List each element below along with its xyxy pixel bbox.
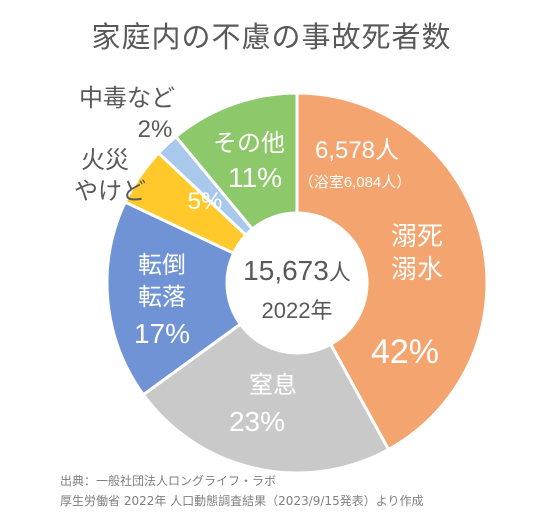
slice-1-label-2: （浴室6,084人） <box>299 174 412 191</box>
slice-3-label-3: 17% <box>134 318 190 349</box>
center-total-label: 15,673人 <box>243 255 351 286</box>
center-year-label: 2022年 <box>262 298 333 323</box>
slice-2-label-1: 窒息 <box>249 372 297 399</box>
slice-6-label-2: 11% <box>228 162 282 193</box>
slice-6-label-1: その他 <box>213 130 285 157</box>
slice-5-outside-label-1: 中毒など <box>79 85 175 112</box>
slice-4-outside-label-2: やけど <box>74 178 146 205</box>
slice-4-outside-label-1: 火災 <box>81 147 129 174</box>
slice-1-label-4: 溺水 <box>391 254 443 284</box>
chart-title: 家庭内の不慮の事故死者数 <box>91 20 452 54</box>
donut-center <box>227 213 367 353</box>
slice-3-label-1: 転倒 <box>138 252 186 279</box>
slice-4-label-1: 5% <box>188 188 223 215</box>
slice-1-label-1: 6,578人 <box>315 137 399 164</box>
slice-3-label-2: 転落 <box>138 284 186 311</box>
source-line-2: 厚生労働省 2022年 人口動態調査結果（2023/9/15発表）より作成 <box>60 494 424 508</box>
slice-1-label-5: 42% <box>371 333 439 371</box>
slice-1-label-3: 溺死 <box>391 221 443 251</box>
slice-2-label-2: 23% <box>229 406 285 437</box>
slice-5-outside-label-2: 2% <box>138 116 173 143</box>
source-line-1: 出典：一般社団法人ロングライフ・ラボ <box>60 474 277 488</box>
